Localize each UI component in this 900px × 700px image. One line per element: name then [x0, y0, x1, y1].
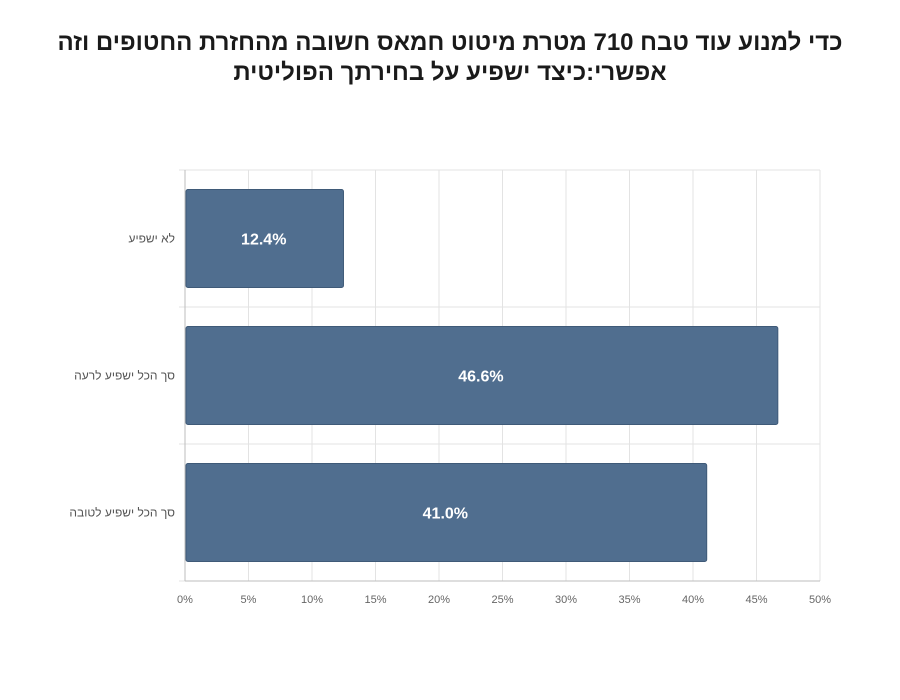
category-label-2: סך הכל ישפיע לטובה [69, 506, 175, 520]
x-tick-label-0: 0% [177, 594, 193, 606]
bar-1 [185, 326, 779, 425]
bar-0 [185, 189, 344, 288]
data-label-0: 12.4% [241, 232, 286, 249]
x-tick-label-7: 35% [618, 594, 640, 606]
category-label-1: סך הכל ישפיע לרעה [74, 369, 175, 383]
x-tick-label-8: 40% [682, 594, 704, 606]
x-tick-label-6: 30% [555, 594, 577, 606]
data-label-2: 41.0% [423, 506, 468, 523]
chart-title-line-2: אפשרי:כיצד ישפיע על בחירתך הפוליטית [233, 59, 667, 86]
x-tick-label-9: 45% [745, 594, 767, 606]
labels: לא ישפיע 12.4% סך הכל ישפיע לרעה 46.6% סך הכ… [69, 232, 831, 607]
bar-2 [185, 463, 708, 562]
x-tick-label-3: 15% [364, 594, 386, 606]
chart-title: כדי למנוע עוד טבח 710 מטרת מיטוט חמאס חש… [40, 28, 860, 88]
x-tick-label-10: 50% [809, 594, 831, 606]
x-tick-label-4: 20% [428, 594, 450, 606]
chart-title-line-1: כדי למנוע עוד טבח 710 מטרת מיטוט חמאס חש… [57, 29, 843, 56]
data-label-1: 46.6% [458, 369, 503, 386]
x-tick-label-1: 5% [241, 594, 257, 606]
axes [184, 170, 820, 582]
bars [185, 189, 779, 562]
x-tick-label-2: 10% [301, 594, 323, 606]
category-label-0: לא ישפיע [128, 232, 175, 246]
x-tick-label-5: 25% [491, 594, 513, 606]
